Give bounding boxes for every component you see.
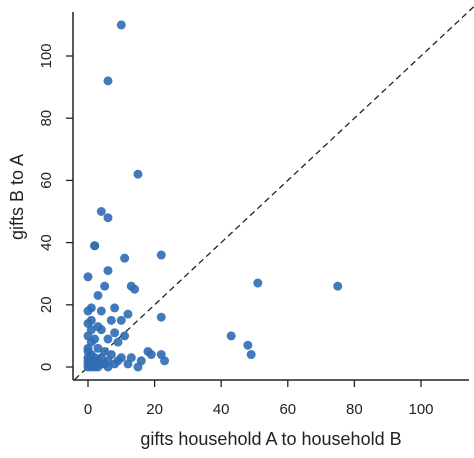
- data-point: [106, 315, 116, 325]
- reference-line: [74, 5, 474, 380]
- data-point: [103, 213, 113, 223]
- data-point: [120, 331, 130, 341]
- reference-line-group: [74, 5, 474, 380]
- data-point: [110, 303, 120, 313]
- x-axis-ticks: 0 20 40 60 80 100: [84, 380, 434, 418]
- data-point: [83, 306, 93, 316]
- y-axis-label: gifts B to A: [7, 154, 27, 240]
- x-tick-label: 60: [279, 401, 296, 418]
- x-tick-label: 100: [408, 401, 433, 418]
- data-point: [100, 281, 110, 291]
- chart-frame: [72, 12, 469, 381]
- data-point: [116, 315, 126, 325]
- data-point: [120, 253, 130, 263]
- y-tick-label: 100: [38, 43, 55, 68]
- scatter-points: [83, 20, 343, 372]
- data-point: [133, 169, 143, 179]
- data-point: [103, 334, 113, 344]
- data-point: [116, 20, 126, 30]
- data-point: [96, 306, 106, 316]
- data-point: [103, 362, 113, 372]
- data-point: [83, 272, 93, 282]
- data-point: [226, 331, 236, 341]
- x-axis-label: gifts household A to household B: [140, 429, 401, 449]
- x-tick-label: 0: [84, 401, 92, 418]
- y-tick-label: 80: [38, 110, 55, 127]
- data-point: [160, 356, 170, 366]
- data-point: [133, 362, 143, 372]
- data-point: [93, 290, 103, 300]
- x-tick-label: 40: [213, 401, 230, 418]
- data-point: [110, 328, 120, 338]
- data-point: [123, 359, 133, 369]
- x-tick-label: 80: [346, 401, 363, 418]
- data-point: [146, 350, 156, 360]
- y-axis-ticks: 0 20 40 60 80 100: [38, 43, 73, 371]
- x-tick-label: 20: [146, 401, 163, 418]
- data-point: [96, 325, 106, 335]
- data-point: [96, 207, 106, 216]
- y-tick-label: 60: [38, 172, 55, 189]
- data-point: [246, 350, 256, 360]
- data-point: [243, 340, 253, 350]
- data-point: [156, 312, 166, 322]
- data-point: [93, 362, 103, 372]
- y-tick-label: 40: [38, 234, 55, 251]
- data-point: [123, 309, 133, 319]
- y-tick-label: 0: [38, 363, 55, 371]
- data-point: [253, 278, 263, 288]
- y-tick-label: 20: [38, 296, 55, 313]
- data-point: [103, 266, 113, 276]
- data-point: [103, 76, 113, 86]
- data-point: [130, 284, 140, 294]
- data-point: [333, 281, 343, 291]
- data-point: [90, 241, 100, 251]
- data-point: [113, 337, 123, 347]
- data-point: [156, 250, 166, 260]
